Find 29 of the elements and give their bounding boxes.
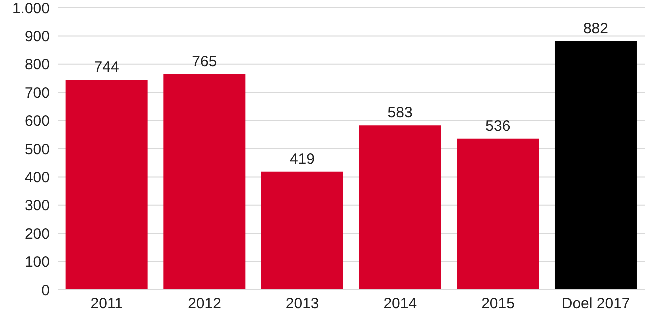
y-tick-label: 400	[24, 170, 50, 187]
bar	[359, 126, 442, 290]
bar	[457, 138, 540, 290]
data-label: 882	[583, 20, 609, 38]
y-tick-label: 200	[24, 226, 50, 243]
bar	[66, 80, 148, 290]
y-tick-label: 0	[42, 282, 50, 300]
bar	[554, 41, 637, 290]
bar	[164, 74, 246, 290]
x-tick-label: 2013	[286, 296, 320, 313]
y-tick-label: 100	[24, 254, 50, 272]
y-tick-label: 500	[24, 141, 50, 158]
x-tick-label: 2014	[384, 296, 418, 313]
y-tick-label: 900	[24, 28, 50, 46]
data-label: 536	[486, 118, 511, 135]
x-tick-label: 2011	[90, 296, 124, 313]
y-tick-label: 800	[24, 56, 50, 74]
x-tick-label: Doel 2017	[562, 296, 630, 313]
data-label: 765	[192, 53, 218, 70]
y-tick-label: 1.000	[12, 0, 50, 18]
bar	[261, 172, 344, 290]
data-label: 419	[290, 150, 316, 168]
data-label: 744	[94, 59, 120, 76]
y-tick-label: 600	[24, 113, 50, 130]
x-tick-label: 2012	[188, 296, 222, 313]
y-tick-label: 300	[24, 198, 50, 215]
y-tick-label: 700	[24, 84, 50, 102]
data-label: 583	[388, 104, 413, 122]
x-tick-label: 2015	[482, 296, 515, 313]
